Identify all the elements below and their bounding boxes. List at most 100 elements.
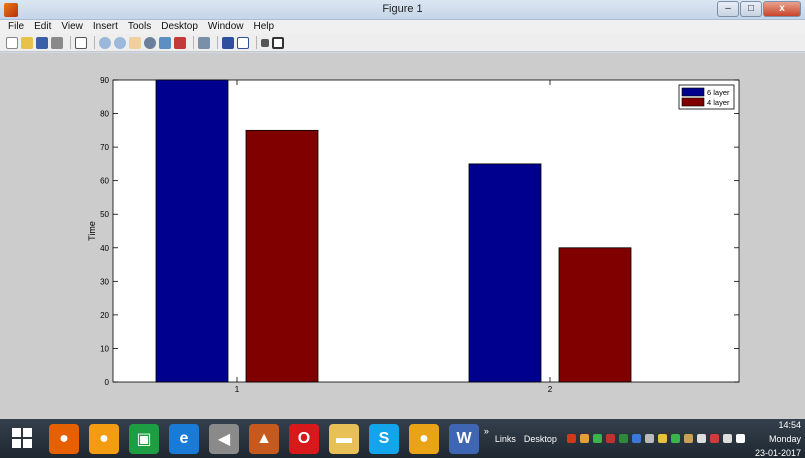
zoom-in-icon[interactable] xyxy=(99,36,111,49)
battery-icon[interactable] xyxy=(696,434,706,443)
y-tick-label: 40 xyxy=(100,244,109,253)
bar-6-layer-2 xyxy=(468,163,542,383)
y-tick-label: 80 xyxy=(100,110,109,119)
rotate-3d-icon[interactable] xyxy=(144,36,156,49)
bar-6-layer-1 xyxy=(155,79,229,383)
zoom-out-icon[interactable] xyxy=(114,36,126,49)
y-tick-label: 0 xyxy=(105,378,110,387)
start-button[interactable] xyxy=(12,427,34,450)
x-tick-label: 2 xyxy=(548,385,553,394)
brush-icon[interactable] xyxy=(174,36,186,49)
print-icon[interactable] xyxy=(51,36,63,49)
menu-insert[interactable]: Insert xyxy=(92,21,118,32)
windows-taskbar: ● ● ▣ e ◀ ▲ O ▬ S ● W » Links Desktop 14:54 Monday… xyxy=(0,419,805,458)
y-axis-label: Time xyxy=(87,221,97,241)
toolbar-separator xyxy=(256,36,257,49)
tray-check-icon[interactable] xyxy=(592,434,602,443)
tray-app-icon[interactable] xyxy=(670,434,680,443)
y-tick-label: 10 xyxy=(100,344,109,353)
window-controls: – □ x xyxy=(716,1,801,17)
maximize-button[interactable]: □ xyxy=(740,1,762,17)
tray-app-icon[interactable] xyxy=(709,434,719,443)
bar-4-layer-2 xyxy=(558,247,632,383)
chrome-icon[interactable]: ● xyxy=(409,423,439,454)
legend-icon[interactable] xyxy=(237,36,249,49)
menu-desktop[interactable]: Desktop xyxy=(161,21,198,32)
skype-icon[interactable]: S xyxy=(369,423,399,454)
y-tick-label: 50 xyxy=(100,210,109,219)
window-title: Figure 1 xyxy=(382,3,423,15)
toolbar-separator xyxy=(217,36,218,49)
legend-swatch xyxy=(681,87,705,97)
taskbar-apps: ● ● ▣ e ◀ ▲ O ▬ S ● W xyxy=(44,423,484,454)
data-cursor-icon[interactable] xyxy=(159,36,171,49)
word-icon[interactable]: W xyxy=(449,423,479,454)
y-tick-label: 60 xyxy=(100,177,109,186)
tray-app-icon[interactable] xyxy=(631,434,641,443)
menu-tools[interactable]: Tools xyxy=(127,21,152,32)
volume-icon[interactable] xyxy=(722,434,732,443)
network-icon[interactable] xyxy=(644,434,654,443)
open-file-icon[interactable] xyxy=(21,36,33,49)
tray-icons xyxy=(565,434,747,443)
tray-overflow-chevron[interactable]: » xyxy=(483,425,489,436)
notification-icon[interactable] xyxy=(735,434,745,443)
minimize-button[interactable]: – xyxy=(717,1,739,17)
ie-icon[interactable]: e xyxy=(169,423,199,454)
tray-app-icon[interactable] xyxy=(683,434,693,443)
toolbar-separator xyxy=(193,36,194,49)
figure-toolbar xyxy=(0,34,805,52)
legend-entry: 4 layer xyxy=(707,98,730,107)
clock[interactable]: 14:54 Monday 23-01-2017 xyxy=(755,419,801,458)
y-tick-label: 20 xyxy=(100,311,109,320)
menu-file[interactable]: File xyxy=(8,21,25,32)
tray-app-icon[interactable] xyxy=(579,434,589,443)
menu-view[interactable]: View xyxy=(61,21,83,32)
menu-edit[interactable]: Edit xyxy=(34,21,52,32)
y-tick-label: 30 xyxy=(100,277,109,286)
system-tray: » Links Desktop 14:54 Monday 23-01-2017 xyxy=(484,419,805,458)
tray-app-icon[interactable] xyxy=(605,434,615,443)
tray-app-icon[interactable] xyxy=(657,434,667,443)
hide-plot-tools-icon[interactable] xyxy=(261,38,269,47)
file-explorer-icon[interactable]: ▬ xyxy=(329,423,359,454)
opera-icon[interactable]: O xyxy=(289,423,319,454)
y-tick-label: 90 xyxy=(100,76,109,85)
show-plot-tools-icon[interactable] xyxy=(272,36,284,49)
save-icon[interactable] xyxy=(36,36,48,49)
close-button[interactable]: x xyxy=(763,1,801,17)
ubuntu-icon[interactable]: ● xyxy=(89,423,119,454)
y-axis-ticks: 0 10 20 30 40 50 60 70 80 90 xyxy=(100,76,739,387)
menu-help[interactable]: Help xyxy=(253,21,275,32)
y-tick-label: 70 xyxy=(100,143,109,152)
title-bar: Figure 1 – □ x xyxy=(0,0,805,20)
matlab-icon[interactable]: ▲ xyxy=(249,423,279,454)
new-figure-icon[interactable] xyxy=(6,36,18,49)
link-plot-icon[interactable] xyxy=(198,36,210,49)
clock-day: Monday xyxy=(768,433,801,444)
desktop-toolbar[interactable]: Desktop xyxy=(523,433,557,444)
legend-swatch xyxy=(681,97,705,107)
toolbar-separator xyxy=(94,36,95,49)
bar-4-layer-1 xyxy=(245,129,319,383)
x-tick-label: 1 xyxy=(235,385,240,394)
firefox-icon[interactable]: ● xyxy=(49,423,79,454)
matlab-app-icon xyxy=(4,3,18,17)
store-icon[interactable]: ▣ xyxy=(129,423,159,454)
clock-time: 14:54 xyxy=(778,419,801,430)
clock-date: 23-01-2017 xyxy=(754,447,801,458)
tray-app-icon[interactable] xyxy=(566,434,576,443)
menu-window[interactable]: Window xyxy=(207,21,244,32)
speaker-icon[interactable]: ◀ xyxy=(209,423,239,454)
tray-app-icon[interactable] xyxy=(618,434,628,443)
links-toolbar[interactable]: Links xyxy=(494,433,516,444)
edit-plot-icon[interactable] xyxy=(75,36,87,49)
legend-entry: 6 layer xyxy=(707,88,730,97)
bar-series xyxy=(155,79,632,383)
pan-icon[interactable] xyxy=(129,36,141,49)
colorbar-icon[interactable] xyxy=(222,36,234,49)
menu-bar: File Edit View Insert Tools Desktop Wind… xyxy=(0,20,805,34)
